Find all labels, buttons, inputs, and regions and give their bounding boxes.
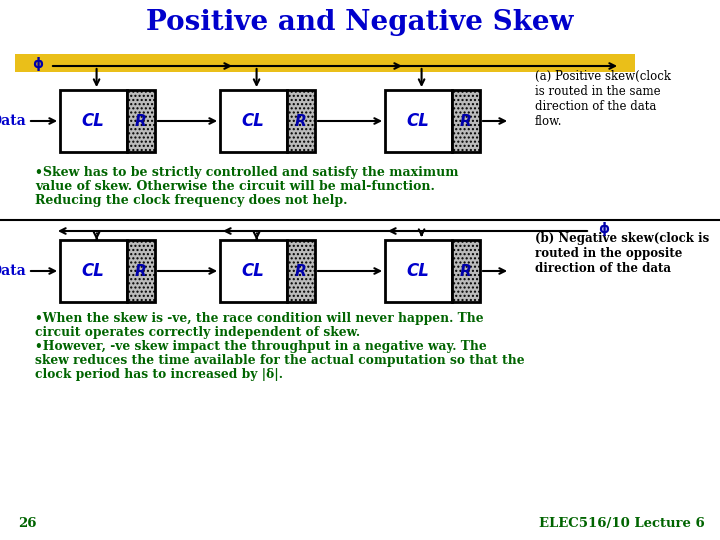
Text: Positive and Negative Skew: Positive and Negative Skew	[146, 9, 574, 36]
Text: circuit operates correctly independent of skew.: circuit operates correctly independent o…	[35, 326, 360, 339]
Text: R: R	[460, 264, 472, 279]
Text: Reducing the clock frequency does not help.: Reducing the clock frequency does not he…	[35, 194, 348, 207]
Text: (a) Positive skew(clock
is routed in the same
direction of the data
flow.: (a) Positive skew(clock is routed in the…	[535, 70, 671, 128]
Text: 26: 26	[18, 517, 37, 530]
Bar	[385, 240, 451, 302]
Text: Data: Data	[0, 114, 26, 128]
Text: clock period has to increased by |δ|.: clock period has to increased by |δ|.	[35, 368, 283, 381]
Text: CL: CL	[407, 112, 430, 130]
Text: (b) Negative skew(clock is
routed in the opposite
direction of the data: (b) Negative skew(clock is routed in the…	[535, 232, 709, 275]
Bar	[220, 90, 287, 152]
Bar	[451, 90, 480, 152]
Bar	[220, 240, 287, 302]
Bar	[60, 90, 127, 152]
Bar	[287, 240, 315, 302]
Text: CL: CL	[242, 262, 265, 280]
Text: ϕ: ϕ	[32, 57, 43, 71]
Bar	[15, 54, 635, 72]
Text: skew reduces the time available for the actual computation so that the: skew reduces the time available for the …	[35, 354, 525, 367]
Text: •Skew has to be strictly controlled and satisfy the maximum: •Skew has to be strictly controlled and …	[35, 166, 459, 179]
Text: R: R	[135, 113, 147, 129]
Text: CL: CL	[82, 262, 104, 280]
Text: CL: CL	[242, 112, 265, 130]
Text: CL: CL	[407, 262, 430, 280]
Bar	[287, 90, 315, 152]
Text: CL: CL	[82, 112, 104, 130]
Text: •When the skew is -ve, the race condition will never happen. The: •When the skew is -ve, the race conditio…	[35, 312, 484, 325]
Text: value of skew. Otherwise the circuit will be mal-function.: value of skew. Otherwise the circuit wil…	[35, 180, 435, 193]
Text: R: R	[135, 264, 147, 279]
Text: ELEC516/10 Lecture 6: ELEC516/10 Lecture 6	[539, 517, 705, 530]
Bar	[385, 90, 451, 152]
Bar	[127, 240, 155, 302]
Bar	[60, 240, 127, 302]
Bar	[451, 240, 480, 302]
Text: R: R	[460, 113, 472, 129]
Bar	[127, 90, 155, 152]
Text: R: R	[295, 113, 307, 129]
Text: R: R	[295, 264, 307, 279]
Text: ϕ: ϕ	[598, 222, 610, 236]
Text: Data: Data	[0, 264, 26, 278]
Text: •However, -ve skew impact the throughput in a negative way. The: •However, -ve skew impact the throughput…	[35, 340, 487, 353]
